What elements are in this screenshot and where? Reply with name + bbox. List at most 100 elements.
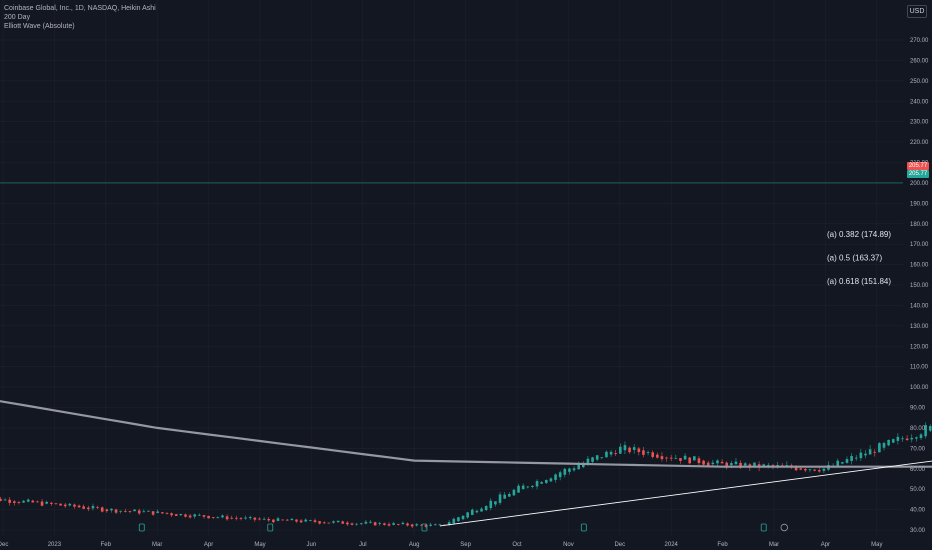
candle-body	[822, 468, 826, 471]
earnings-icon[interactable]	[760, 523, 767, 532]
currency-badge[interactable]: USD	[907, 5, 927, 18]
candle-body	[128, 511, 132, 512]
candle-body	[0, 498, 2, 501]
candle-body	[230, 517, 234, 519]
candle-body	[896, 436, 900, 441]
candle-body	[13, 501, 16, 503]
candle-body	[619, 446, 622, 454]
candle-body	[730, 463, 733, 466]
candle-body	[253, 517, 257, 520]
fib-target-label: (a) 0.618 (151.84)	[827, 277, 891, 286]
candle-body	[586, 458, 590, 465]
candle-body	[420, 524, 423, 526]
candle-body	[355, 523, 358, 525]
y-tick-label: 30.00	[910, 528, 926, 534]
candle-body	[868, 449, 872, 455]
close-price-badge: 205.77	[907, 170, 929, 179]
candle-body	[544, 479, 548, 483]
elliott-wave-line	[439, 460, 932, 527]
candle-body	[174, 514, 178, 516]
candle-body	[785, 465, 789, 466]
candle-body	[484, 506, 488, 511]
indicator-200-day[interactable]: 200 Day	[4, 14, 31, 21]
candle-body	[54, 503, 58, 505]
y-tick-label: 270.00	[910, 38, 929, 44]
candle-body	[910, 437, 914, 440]
candle-body	[346, 522, 349, 525]
candle-body	[817, 470, 821, 472]
candle-body	[739, 462, 742, 468]
y-tick-label: 180.00	[910, 222, 929, 228]
candle-body	[96, 507, 99, 508]
candle-body	[110, 508, 113, 511]
candle-body	[258, 518, 261, 520]
candle-body	[475, 510, 479, 513]
candle-body	[63, 504, 67, 507]
earnings-icon[interactable]	[580, 523, 587, 532]
candle-body	[336, 520, 340, 523]
candle-body	[105, 509, 109, 512]
candle-body	[901, 438, 904, 440]
earnings-icon[interactable]	[138, 523, 145, 532]
candle-body	[799, 468, 803, 470]
moving-average-200-line	[0, 400, 932, 468]
event-icon[interactable]	[780, 523, 788, 532]
candle-body	[905, 438, 909, 441]
candle-body	[188, 515, 192, 518]
candle-body	[651, 452, 654, 457]
candle-body	[364, 521, 368, 524]
indicator-elliott-wave[interactable]: Elliott Wave (Absolute)	[4, 23, 75, 30]
candle-body	[850, 456, 853, 461]
y-tick-label: 200.00	[910, 181, 929, 187]
x-tick-label: Dec	[0, 542, 8, 548]
earnings-icon[interactable]	[421, 523, 428, 532]
candle-body	[36, 501, 39, 503]
x-tick-label: May	[871, 542, 882, 548]
candle-body	[693, 456, 696, 461]
x-tick-label: Mar	[769, 542, 779, 548]
candle-body	[521, 485, 525, 490]
candle-body	[216, 517, 220, 519]
candle-body	[753, 462, 756, 466]
candle-body	[401, 522, 405, 525]
x-tick-label: Feb	[101, 542, 112, 548]
candle-body	[327, 522, 331, 524]
candle-body	[124, 510, 127, 512]
candle-body	[743, 463, 747, 466]
candle-body	[193, 514, 197, 517]
price-axis[interactable]: 30.00 40.00 50.00 60.00 70.00 80.00 90.00 100.0…	[910, 38, 929, 534]
x-tick-label: Apr	[204, 542, 213, 548]
candle-body	[554, 474, 557, 480]
candle-body	[808, 469, 812, 471]
candle-body	[68, 503, 72, 506]
last-price-badge: 205.77	[907, 162, 929, 171]
y-tick-label: 260.00	[910, 58, 929, 64]
y-tick-label: 160.00	[910, 263, 929, 269]
candle-body	[688, 457, 692, 464]
candle-body	[762, 464, 766, 466]
x-tick-label: Apr	[821, 542, 830, 548]
candle-body	[221, 515, 224, 518]
candle-body	[244, 517, 247, 519]
y-tick-label: 230.00	[910, 120, 929, 126]
candle-body	[572, 468, 576, 471]
candle-body	[891, 439, 895, 443]
candle-body	[8, 499, 11, 503]
candle-body	[716, 460, 719, 464]
time-axis[interactable]: Dec 2023 Feb Mar Apr May Jun Jul Aug Sep Oct Nov Dec…	[0, 542, 882, 548]
candle-body	[646, 452, 650, 453]
candle-body	[299, 520, 303, 523]
x-tick-label: Feb	[717, 542, 728, 548]
candle-body	[494, 501, 497, 505]
candle-body	[697, 458, 701, 464]
candle-body	[637, 448, 641, 453]
candle-body	[595, 455, 599, 460]
candle-body	[854, 457, 858, 459]
earnings-icon[interactable]	[267, 523, 274, 532]
x-tick-label: Oct	[512, 542, 522, 548]
candle-body	[813, 469, 816, 471]
candle-body	[3, 499, 7, 501]
candle-body	[276, 518, 280, 521]
candle-body	[683, 455, 687, 460]
